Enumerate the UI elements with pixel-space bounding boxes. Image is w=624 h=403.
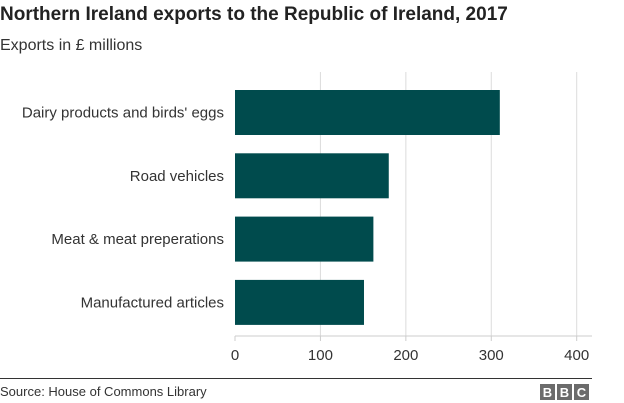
category-label: Road vehicles (130, 168, 224, 185)
footer-divider (0, 378, 592, 379)
bar (235, 90, 500, 135)
x-tick-label: 0 (231, 347, 239, 364)
source-text: Source: House of Commons Library (0, 384, 207, 399)
category-label: Manufactured articles (81, 294, 224, 311)
category-label: Dairy products and birds' eggs (22, 105, 224, 122)
bar (235, 279, 364, 325)
chart-title: Northern Ireland exports to the Republic… (0, 4, 508, 25)
x-tick-label: 100 (308, 347, 333, 364)
x-tick-label: 300 (479, 347, 504, 364)
chart-subtitle: Exports in £ millions (0, 37, 143, 54)
bar (235, 153, 389, 199)
category-label: Meat & meat preperations (51, 231, 224, 248)
bar (235, 216, 374, 262)
x-tick-label: 200 (393, 347, 418, 364)
x-tick-label: 400 (564, 347, 589, 364)
